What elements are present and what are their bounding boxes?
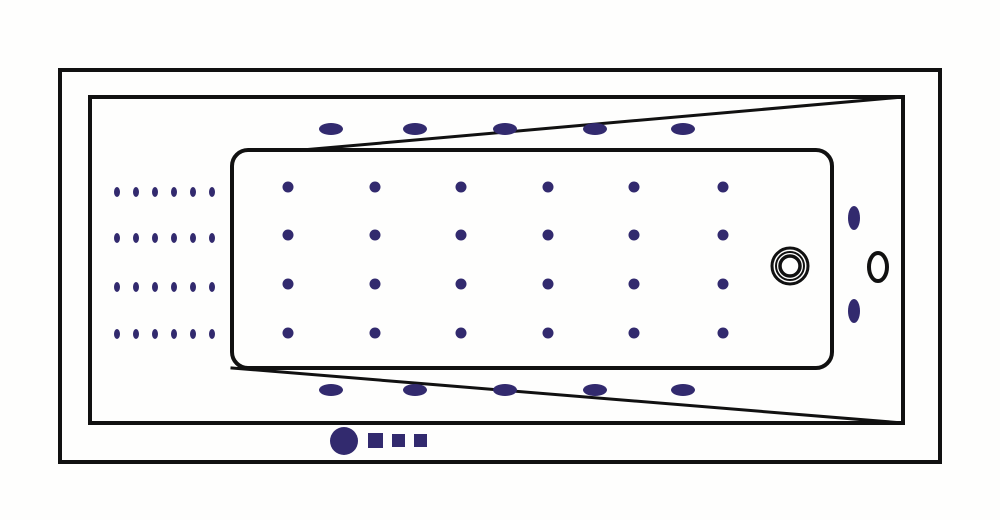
micro-jet-r3-c2[interactable] [133,282,139,292]
inner-rim-rectangle [88,95,905,425]
bottom-rim-jet-2[interactable] [403,384,427,396]
basin-jet-r3-c5[interactable] [628,278,640,290]
basin-jet-r2-c2[interactable] [369,229,381,241]
basin-jet-r3-c2[interactable] [369,278,381,290]
upper-taper-line [300,95,905,152]
bottom-rim-jet-1[interactable] [319,384,343,396]
taper-lines [230,95,905,425]
legend-square-3[interactable] [414,434,427,447]
basin-jet-r2-c4[interactable] [542,229,554,241]
top-rim-jet-1[interactable] [319,123,343,135]
basin-jet-r1-c4[interactable] [542,181,554,193]
drain-mid-ring [775,251,805,281]
micro-jet-r3-c3[interactable] [152,282,158,292]
fittings [770,246,889,286]
basin-jet-r4-c6[interactable] [717,327,729,339]
legend-square-1[interactable] [368,433,383,448]
micro-jet-r4-c4[interactable] [171,329,177,339]
basin-jet-r2-c3[interactable] [455,229,467,241]
basin-jet-r1-c2[interactable] [369,181,381,193]
micro-jet-r4-c1[interactable] [114,329,120,339]
basin-jet-r2-c5[interactable] [628,229,640,241]
micro-jet-r3-c4[interactable] [171,282,177,292]
micro-jet-r1-c2[interactable] [133,187,139,197]
micro-jet-r2-c6[interactable] [209,233,215,243]
top-rim-jet-3[interactable] [493,123,517,135]
micro-jet-r3-c6[interactable] [209,282,215,292]
bottom-rim-jet-5[interactable] [671,384,695,396]
basin-jet-r3-c4[interactable] [542,278,554,290]
drain-outer-ring[interactable] [770,246,810,286]
basin-jet-r3-c1[interactable] [282,278,294,290]
legend-circle[interactable] [330,427,358,455]
micro-jet-r4-c2[interactable] [133,329,139,339]
jet-nozzles [114,123,860,396]
basin-jet-r4-c4[interactable] [542,327,554,339]
side-jet-1[interactable] [848,206,860,230]
micro-jet-r2-c4[interactable] [171,233,177,243]
top-rim-jet-2[interactable] [403,123,427,135]
legend-strip [330,427,427,455]
basin-jet-r2-c6[interactable] [717,229,729,241]
basin-rectangle [230,148,834,370]
basin-jet-r4-c3[interactable] [455,327,467,339]
basin-jet-r1-c6[interactable] [717,181,729,193]
basin-jet-r4-c1[interactable] [282,327,294,339]
micro-jet-r4-c5[interactable] [190,329,196,339]
frame-outlines [58,68,942,464]
legend-square-2[interactable] [392,434,405,447]
basin-jet-r2-c1[interactable] [282,229,294,241]
basin-jet-r3-c6[interactable] [717,278,729,290]
micro-jet-r4-c3[interactable] [152,329,158,339]
basin-jet-r1-c1[interactable] [282,181,294,193]
bottom-rim-jet-4[interactable] [583,384,607,396]
micro-jet-r1-c6[interactable] [209,187,215,197]
basin-jet-r3-c3[interactable] [455,278,467,290]
outer-rim-rectangle [58,68,942,464]
top-rim-jet-5[interactable] [671,123,695,135]
basin-jet-r4-c5[interactable] [628,327,640,339]
micro-jet-r2-c1[interactable] [114,233,120,243]
micro-jet-r1-c3[interactable] [152,187,158,197]
top-rim-jet-4[interactable] [583,123,607,135]
overflow-outlet[interactable] [867,251,889,283]
micro-jet-r4-c6[interactable] [209,329,215,339]
micro-jet-r3-c1[interactable] [114,282,120,292]
micro-jet-r1-c1[interactable] [114,187,120,197]
micro-jet-r1-c5[interactable] [190,187,196,197]
lower-taper-line [230,366,905,425]
basin-jet-r1-c3[interactable] [455,181,467,193]
micro-jet-r2-c3[interactable] [152,233,158,243]
micro-jet-r2-c2[interactable] [133,233,139,243]
side-jet-2[interactable] [848,299,860,323]
basin-jet-r4-c2[interactable] [369,327,381,339]
micro-jet-r2-c5[interactable] [190,233,196,243]
drain-inner-ring [778,254,802,278]
bottom-rim-jet-3[interactable] [493,384,517,396]
micro-jet-r1-c4[interactable] [171,187,177,197]
micro-jet-r3-c5[interactable] [190,282,196,292]
basin-jet-r1-c5[interactable] [628,181,640,193]
